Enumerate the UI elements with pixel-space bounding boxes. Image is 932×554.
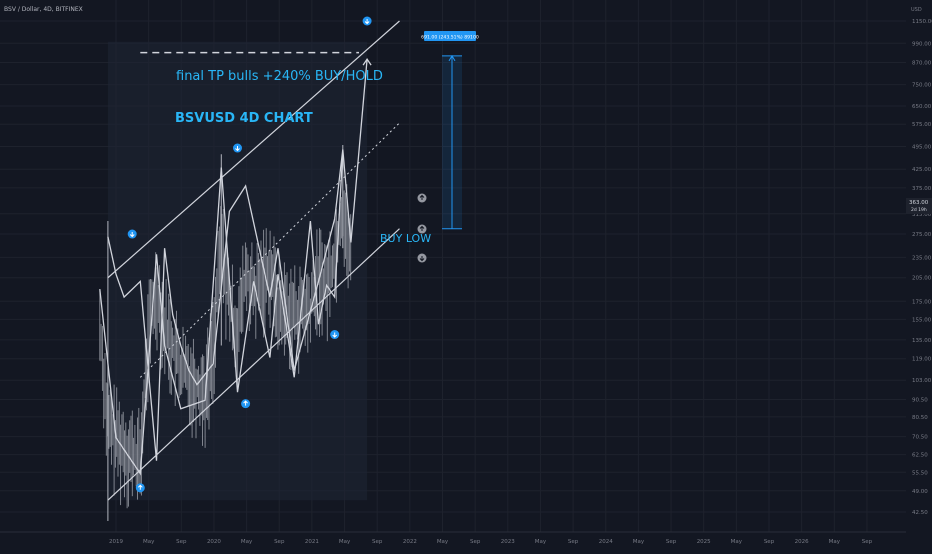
time-tick-label: May xyxy=(437,539,449,545)
price-tick-label: 375.00 xyxy=(912,186,932,192)
symbol-header[interactable]: BSV / Dollar, 4D, BITFINEX xyxy=(4,6,83,13)
price-tick-label: 103.00 xyxy=(912,378,932,384)
channel-shade xyxy=(107,41,368,501)
price-tick-label: 990.00 xyxy=(912,41,932,47)
marker-arrow xyxy=(332,332,338,338)
last-price-label: 363.00 xyxy=(909,200,929,206)
measure-arrow xyxy=(448,54,456,62)
time-tick-label: 2022 xyxy=(403,539,417,545)
time-tick-label: 2024 xyxy=(599,539,613,545)
time-tick-label: May xyxy=(731,539,743,545)
time-tick-label: 2020 xyxy=(207,539,221,545)
price-tick-label: 175.00 xyxy=(912,299,932,305)
price-tick-label: 235.00 xyxy=(912,255,932,261)
time-tick-label: 2023 xyxy=(501,539,515,545)
price-tick-label: 42.50 xyxy=(912,510,928,516)
price-tick-label: 495.00 xyxy=(912,144,932,150)
time-tick-label: Sep xyxy=(764,539,775,545)
marker-arrow xyxy=(364,19,370,25)
chart-title: BSVUSD 4D CHART xyxy=(175,111,313,126)
series-path-0 xyxy=(99,151,344,476)
price-tick-label: 62.50 xyxy=(912,453,928,459)
marker-arrow xyxy=(137,484,143,490)
measure-label-box xyxy=(424,31,476,41)
marker-arrow xyxy=(129,232,135,238)
price-tick-label: 135.00 xyxy=(912,338,932,344)
time-tick-label: May xyxy=(339,539,351,545)
price-tick-label: 70.50 xyxy=(912,435,928,441)
time-tick-label: 2026 xyxy=(795,539,809,545)
channel-upper xyxy=(107,20,400,279)
price-tick-label: 750.00 xyxy=(912,83,932,89)
price-tick-label: 80.50 xyxy=(912,415,928,421)
price-tick-label: 425.00 xyxy=(912,167,932,173)
marker-grey-arrow xyxy=(419,225,425,231)
time-scale[interactable]: 2019 May Sep 2020 May Sep 2021 May Sep 2022 May Sep… xyxy=(109,539,873,545)
time-tick-label: Sep xyxy=(470,539,481,545)
shade-rect xyxy=(107,41,368,501)
projection-paths xyxy=(99,57,372,476)
price-tick-label: 49.00 xyxy=(912,489,928,495)
price-tick-label: 870.00 xyxy=(912,61,932,67)
time-tick-label: May xyxy=(143,539,155,545)
marker-grey-arrow xyxy=(419,256,425,262)
time-tick-label: May xyxy=(633,539,645,545)
measure-label: 691.00 (243.51%) 89100 xyxy=(421,35,479,41)
time-tick-label: 2019 xyxy=(109,539,123,545)
time-tick-label: Sep xyxy=(372,539,383,545)
price-tick-label: 315.00 xyxy=(912,212,932,218)
time-tick-label: 2025 xyxy=(697,539,711,545)
marker-grey-arrow xyxy=(419,194,425,200)
marker-arrow xyxy=(243,400,248,406)
time-tick-label: Sep xyxy=(568,539,579,545)
buy-low-annotation: BUY LOW xyxy=(380,232,431,245)
price-tick-label: 90.50 xyxy=(912,397,928,403)
time-tick-label: 2021 xyxy=(305,539,319,545)
time-tick-label: Sep xyxy=(666,539,677,545)
markers xyxy=(127,16,427,493)
price-tick-label: 575.00 xyxy=(912,122,932,128)
channel-mid xyxy=(139,122,400,378)
price-tick-label: 205.00 xyxy=(912,276,932,282)
last-price-box xyxy=(906,198,932,214)
price-tick-label: 1150.00 xyxy=(912,19,932,25)
time-tick-label: Sep xyxy=(274,539,285,545)
price-tick-label: 55.50 xyxy=(912,470,928,476)
time-tick-label: May xyxy=(241,539,253,545)
arrow-head xyxy=(362,57,372,66)
measure-tool: 691.00 (243.51%) 89100 xyxy=(421,31,479,230)
marker-arrow xyxy=(235,146,240,152)
currency-label: USD xyxy=(911,7,922,13)
price-tick-label: 275.00 xyxy=(912,232,932,238)
target-annotation: final TP bulls +240% BUY/HOLD xyxy=(176,69,383,84)
time-tick-label: Sep xyxy=(862,539,873,545)
price-tick-label: 119.00 xyxy=(912,357,932,363)
price-scale[interactable]: 1150.00 990.00 870.00 750.00 650.00 575.00 495… xyxy=(912,19,932,516)
countdown-label: 2d 19h xyxy=(911,207,927,213)
time-tick-label: May xyxy=(535,539,547,545)
series-path-1 xyxy=(107,59,368,461)
price-tick-label: 155.00 xyxy=(912,317,932,323)
time-tick-label: May xyxy=(829,539,841,545)
time-tick-label: Sep xyxy=(176,539,187,545)
price-tick-label: 650.00 xyxy=(912,104,932,110)
